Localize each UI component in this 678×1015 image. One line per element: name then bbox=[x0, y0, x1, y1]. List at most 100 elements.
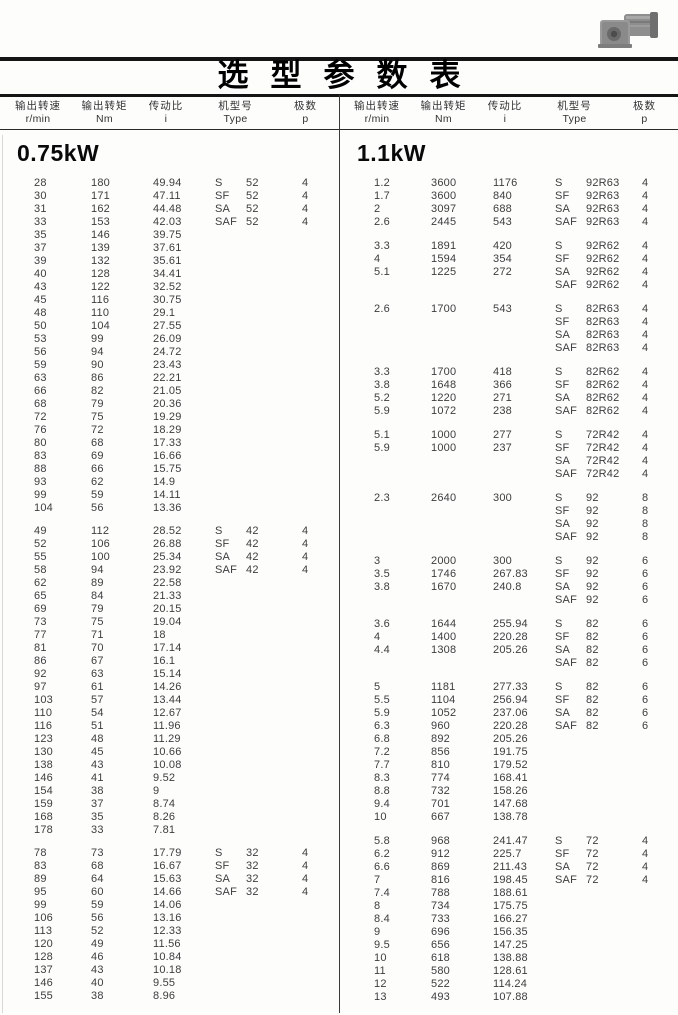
ratio-value: 107.88 bbox=[493, 991, 528, 1003]
model-prefix: SF bbox=[215, 860, 230, 872]
model-prefix: SF bbox=[555, 631, 570, 643]
poles-value bbox=[302, 424, 332, 437]
torque-value: 94 bbox=[91, 564, 104, 576]
ratio-value: 21.33 bbox=[153, 590, 182, 602]
model-prefix: SA bbox=[555, 581, 571, 593]
model-prefix bbox=[215, 938, 246, 951]
model-size: 42 bbox=[246, 538, 259, 550]
table-row: 2.6 1700 543 S 82R63 4 bbox=[340, 303, 678, 316]
speed-value: 63 bbox=[34, 372, 47, 384]
model-size bbox=[586, 926, 642, 939]
ratio-value: 12.33 bbox=[153, 925, 182, 937]
model-prefix: S bbox=[555, 618, 563, 630]
poles-value: 6 bbox=[642, 568, 649, 580]
ratio-value: 10.84 bbox=[153, 951, 182, 963]
model-size bbox=[246, 912, 302, 925]
ratio-value: 9.52 bbox=[153, 772, 176, 784]
poles-value bbox=[302, 733, 332, 746]
model-prefix: S bbox=[555, 835, 563, 847]
speed-value: 7.4 bbox=[374, 887, 390, 899]
model-prefix bbox=[215, 759, 246, 772]
header-ratio: 传动比 i bbox=[472, 99, 538, 126]
torque-value: 1225 bbox=[431, 266, 457, 278]
ratio-value: 237.06 bbox=[493, 707, 528, 719]
ratio-value: 198.45 bbox=[493, 874, 528, 886]
ratio-value: 26.88 bbox=[153, 538, 182, 550]
header-label: 输出转速 bbox=[354, 100, 400, 112]
model-prefix bbox=[215, 655, 246, 668]
model-size bbox=[246, 320, 302, 333]
model-prefix bbox=[215, 951, 246, 964]
model-prefix: SF bbox=[555, 848, 570, 860]
header-label: 传动比 bbox=[487, 100, 523, 112]
model-prefix bbox=[215, 603, 246, 616]
model-prefix: SA bbox=[215, 203, 231, 215]
poles-value bbox=[302, 824, 332, 837]
model-prefix bbox=[555, 978, 586, 991]
ratio-value: 44.48 bbox=[153, 203, 182, 215]
model-size bbox=[586, 733, 642, 746]
model-size: 72R42 bbox=[586, 442, 620, 454]
poles-value bbox=[302, 811, 332, 824]
table-row: 103 57 13.44 bbox=[0, 694, 339, 707]
model-prefix bbox=[215, 307, 246, 320]
table-row: 86 67 16.1 bbox=[0, 655, 339, 668]
torque-value: 892 bbox=[431, 733, 450, 745]
table-header-row: 输出转速 r/min 输出转矩 Nm 传动比 i 机型号 Type 极数 p 输 bbox=[0, 99, 678, 126]
table-row: 10 618 138.88 bbox=[340, 952, 678, 965]
model-prefix bbox=[215, 899, 246, 912]
poles-value: 4 bbox=[302, 216, 309, 228]
model-prefix bbox=[215, 333, 246, 346]
speed-value: 2.6 bbox=[374, 216, 390, 228]
speed-value: 9.4 bbox=[374, 798, 390, 810]
model-prefix bbox=[555, 939, 586, 952]
torque-value: 810 bbox=[431, 759, 450, 771]
table-row: 33 153 42.03 SAF 52 4 bbox=[0, 216, 339, 229]
poles-value: 6 bbox=[642, 644, 649, 656]
ratio-value: 220.28 bbox=[493, 720, 528, 732]
torque-value: 43 bbox=[91, 759, 104, 771]
torque-value: 52 bbox=[91, 925, 104, 937]
table-row: 66 82 21.05 bbox=[0, 385, 339, 398]
model-prefix bbox=[215, 281, 246, 294]
table-row: 35 146 39.75 bbox=[0, 229, 339, 242]
model-prefix: SAF bbox=[555, 405, 577, 417]
speed-value: 3.3 bbox=[374, 240, 390, 252]
ratio-value: 138.78 bbox=[493, 811, 528, 823]
torque-value: 2640 bbox=[431, 492, 457, 504]
torque-value: 54 bbox=[91, 707, 104, 719]
ratio-value: 277 bbox=[493, 429, 512, 441]
model-prefix bbox=[555, 887, 586, 900]
ratio-value: 220.28 bbox=[493, 631, 528, 643]
model-size bbox=[246, 603, 302, 616]
poles-value: 6 bbox=[642, 707, 649, 719]
model-size bbox=[246, 268, 302, 281]
model-size: 82R63 bbox=[586, 342, 620, 354]
torque-value: 1308 bbox=[431, 644, 457, 656]
table-row: 3.6 1644 255.94 S 82 6 bbox=[340, 618, 678, 631]
ratio-value: 128.61 bbox=[493, 965, 528, 977]
speed-value: 2.3 bbox=[374, 492, 390, 504]
poles-value bbox=[642, 978, 672, 991]
speed-value: 76 bbox=[34, 424, 47, 436]
ratio-value: 17.14 bbox=[153, 642, 182, 654]
speed-value: 13 bbox=[374, 991, 387, 1003]
torque-value bbox=[431, 342, 493, 355]
top-rule bbox=[0, 57, 678, 61]
torque-value: 493 bbox=[431, 991, 450, 1003]
speed-value: 168 bbox=[34, 811, 53, 823]
speed-value bbox=[374, 316, 431, 329]
table-row: 81 70 17.14 bbox=[0, 642, 339, 655]
model-size: 72 bbox=[586, 848, 599, 860]
model-prefix bbox=[215, 346, 246, 359]
table-row: SAF 72R42 4 bbox=[340, 468, 678, 481]
table-row: 5 1181 277.33 S 82 6 bbox=[340, 681, 678, 694]
model-prefix: SA bbox=[555, 266, 571, 278]
torque-value: 66 bbox=[91, 463, 104, 475]
model-size bbox=[246, 489, 302, 502]
speed-value: 81 bbox=[34, 642, 47, 654]
model-prefix bbox=[215, 372, 246, 385]
ratio-value: 166.27 bbox=[493, 913, 528, 925]
table-row: 6.8 892 205.26 bbox=[340, 733, 678, 746]
header-group-right: 输出转速 r/min 输出转矩 Nm 传动比 i 机型号 Type 极数 p bbox=[339, 99, 678, 126]
